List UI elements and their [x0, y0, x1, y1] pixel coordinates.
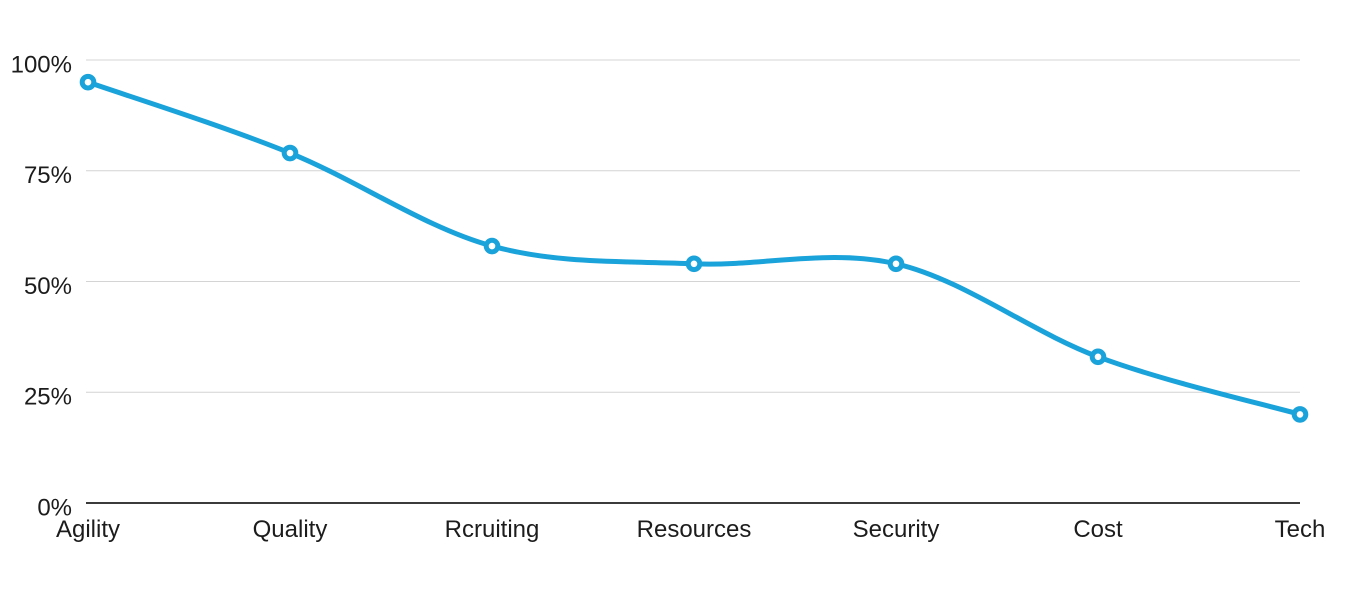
- data-point-marker: [1291, 406, 1309, 423]
- x-axis-label: Tech: [1275, 516, 1326, 543]
- y-tick-label: 0%: [37, 494, 72, 521]
- x-axis-label: Cost: [1073, 516, 1123, 543]
- x-axis-labels-group: Agility Quality Rcruiting Resources Security…: [56, 516, 1325, 543]
- y-axis-labels-group: 0% 25% 50% 75% 100%: [11, 51, 72, 521]
- series-line: [85, 79, 1303, 417]
- series-group: [79, 73, 1309, 423]
- data-point-marker: [685, 255, 703, 273]
- gridlines-group: [86, 59, 1300, 504]
- data-point-marker: [1089, 348, 1107, 366]
- y-tick-label: 50%: [24, 273, 72, 300]
- data-point-marker: [79, 73, 97, 91]
- x-axis-label: Quality: [253, 516, 328, 543]
- data-point-marker: [281, 144, 299, 162]
- x-axis-label: Security: [853, 516, 940, 543]
- y-tick-label: 100%: [11, 51, 72, 78]
- y-tick-label: 75%: [24, 162, 72, 189]
- x-axis-label: Rcruiting: [445, 516, 540, 543]
- data-point-marker: [483, 237, 501, 255]
- y-tick-label: 25%: [24, 384, 72, 411]
- x-axis-label: Agility: [56, 516, 120, 543]
- data-point-marker: [887, 255, 905, 273]
- x-axis-label: Resources: [637, 516, 752, 543]
